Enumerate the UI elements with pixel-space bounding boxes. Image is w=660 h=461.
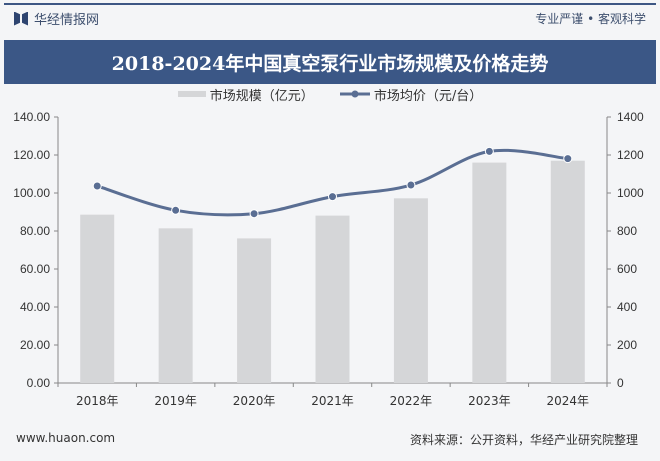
left-tick-label: 120.00: [13, 148, 50, 162]
chart-title: 2018-2024年中国真空泵行业市场规模及价格走势: [4, 40, 656, 84]
x-tick-label: 2024年: [547, 394, 590, 408]
x-tick-label: 2023年: [468, 394, 511, 408]
price-point-2022年: [406, 180, 416, 190]
footer-source: 资料来源：公开资料，华经产业研究院整理: [409, 433, 638, 447]
legend-bar-swatch: [177, 91, 206, 97]
price-point-2023年: [484, 146, 494, 156]
legend-line-swatch: [339, 90, 370, 98]
price-point-2018年: [92, 181, 102, 191]
left-tick-label: 20.00: [20, 338, 50, 352]
left-tick-label: 80.00: [20, 224, 50, 238]
right-tick-label: 600: [617, 262, 637, 276]
bar-2019年: [158, 228, 193, 383]
brand-name: 华经情报网: [34, 13, 100, 28]
bar-2021年: [315, 215, 350, 383]
x-tick-label: 2020年: [233, 394, 276, 408]
right-tick-label: 1400: [617, 110, 644, 124]
left-tick-label: 140.00: [13, 110, 50, 124]
bar-2018年: [80, 214, 115, 383]
legend-bar: 市场规模（亿元）: [177, 85, 314, 104]
right-tick-label: 1200: [617, 148, 644, 162]
legend-bar-label: 市场规模（亿元）: [209, 88, 314, 104]
right-tick-label: 1000: [617, 186, 644, 200]
brand: 华经情报网: [14, 9, 99, 28]
x-tick-label: 2021年: [311, 394, 354, 408]
price-point-2020年: [249, 209, 259, 219]
bar-2020年: [237, 238, 272, 383]
x-tick-label: 2022年: [390, 394, 433, 408]
left-tick-label: 0.00: [27, 376, 51, 390]
bar-2024年: [550, 160, 585, 383]
x-tick-label: 2018年: [76, 394, 119, 408]
x-tick-label: 2019年: [154, 394, 197, 408]
slogan: 专业严谨 • 客观科学: [535, 12, 646, 26]
left-tick-label: 60.00: [20, 262, 50, 276]
legend: 市场规模（亿元） 市场均价（元/台）: [0, 84, 660, 104]
right-tick-label: 400: [617, 300, 637, 314]
bar-2023年: [472, 162, 507, 383]
right-tick-label: 800: [617, 224, 637, 238]
left-tick-label: 40.00: [20, 300, 50, 314]
left-tick-label: 100.00: [13, 186, 50, 200]
top-rule: [4, 3, 656, 5]
legend-line: 市场均价（元/台）: [339, 85, 483, 104]
footer-website[interactable]: www.huaon.com: [16, 431, 116, 445]
bar-2022年: [393, 198, 428, 383]
right-tick-label: 200: [617, 338, 637, 352]
legend-line-label: 市场均价（元/台）: [373, 88, 483, 104]
right-tick-label: 0: [617, 376, 624, 390]
price-point-2019年: [171, 205, 181, 215]
price-point-2024年: [563, 154, 573, 164]
price-point-2021年: [328, 192, 337, 202]
